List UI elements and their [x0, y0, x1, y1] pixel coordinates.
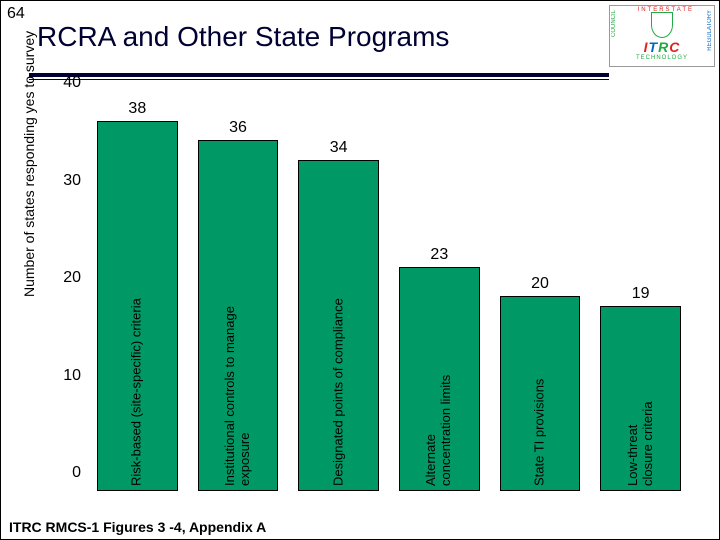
- bar-slot: 20 State TI provisions: [490, 101, 591, 491]
- bar-label: Institutional controls to manage exposur…: [238, 306, 268, 486]
- plot-area: 38 Risk-based (site-specific) criteria 36 I…: [87, 101, 691, 491]
- bar: 36Institutional controls to manage expos…: [198, 140, 279, 491]
- y-tick: 10: [51, 367, 81, 385]
- y-axis-label: Number of states responding yes to surve…: [21, 31, 37, 297]
- bars-container: 38 Risk-based (site-specific) criteria 36 I…: [87, 101, 691, 491]
- logo-left-text: COUNCIL: [611, 10, 617, 37]
- logo-bottom-text: TECHNOLOGY: [636, 55, 688, 61]
- y-tick: 20: [51, 269, 81, 287]
- bar-slot: 23 Alternate concentration limits: [389, 101, 490, 491]
- bar: 19Low-threat closure criteria: [600, 306, 681, 491]
- shield-icon: [651, 12, 673, 38]
- header: RCRA and Other State Programs INTERSTATE…: [1, 3, 719, 73]
- bar-value: 34: [299, 139, 378, 157]
- bar-value: 19: [601, 285, 680, 303]
- bar: 20State TI provisions: [500, 296, 581, 491]
- footer-citation: ITRC RMCS-1 Figures 3 -4, Appendix A: [9, 519, 266, 535]
- bar-chart: Number of states responding yes to surve…: [31, 97, 701, 501]
- bar-slot: 34 Designated points of compliance: [288, 101, 389, 491]
- y-tick: 40: [51, 74, 81, 92]
- bar-value: 23: [400, 246, 479, 264]
- bar-slot: 19 Low-threat closure criteria: [590, 101, 691, 491]
- bar-label: Designated points of compliance: [339, 298, 354, 486]
- slide: 64 RCRA and Other State Programs INTERST…: [0, 0, 720, 540]
- logo-right-text: REGULATORY: [707, 10, 713, 51]
- bar-label: State TI provisions: [540, 379, 555, 486]
- bar-value: 38: [98, 100, 177, 118]
- bar: 23Alternate concentration limits: [399, 267, 480, 491]
- itrc-wordmark: ITRC: [644, 39, 681, 55]
- bar-value: 20: [501, 275, 580, 293]
- bar-slot: 36 Institutional controls to manage expos…: [188, 101, 289, 491]
- title-rule: [29, 73, 609, 80]
- bar-slot: 38 Risk-based (site-specific) criteria: [87, 101, 188, 491]
- bar-label: Alternate concentration limits: [439, 375, 469, 486]
- y-tick: 0: [51, 464, 81, 482]
- bar-label: Low-threat closure criteria: [641, 401, 671, 486]
- slide-title: RCRA and Other State Programs: [1, 3, 609, 53]
- bar-value: 36: [199, 119, 278, 137]
- y-tick: 30: [51, 172, 81, 190]
- itrc-logo: INTERSTATE COUNCIL REGULATORY ITRC TECHN…: [609, 5, 715, 67]
- bar: 38Risk-based (site-specific) criteria: [97, 121, 178, 492]
- bar-label: Risk-based (site-specific) criteria: [137, 298, 152, 486]
- bar: 34Designated points of compliance: [298, 160, 379, 492]
